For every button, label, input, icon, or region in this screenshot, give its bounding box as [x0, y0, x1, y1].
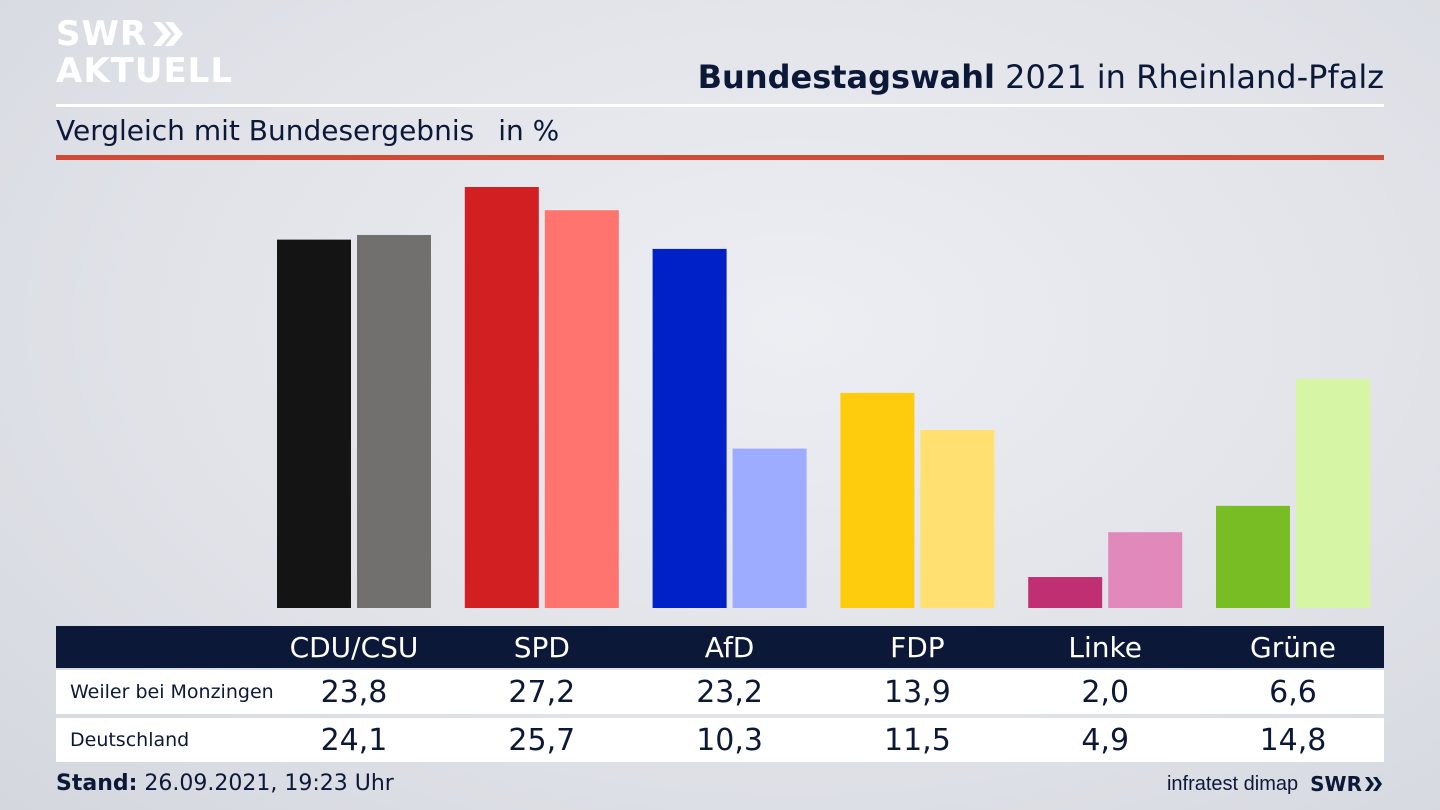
- accent-rule: [56, 155, 1384, 160]
- bar-chart: [277, 187, 1370, 609]
- double-chevron-icon: [151, 20, 185, 48]
- value-label: 14,8: [1259, 722, 1327, 758]
- timestamp: Stand: 26.09.2021, 19:23 Uhr: [56, 771, 394, 796]
- value-label: 6,6: [1269, 674, 1317, 710]
- unit-label: in %: [498, 114, 560, 147]
- header-divider: [56, 104, 1384, 107]
- bar-local-1: [464, 187, 539, 608]
- logo-text-aktuell: AKTUELL: [56, 51, 234, 91]
- results-table: CDU/CSU SPD AfD FDP Linke Grüne Weiler bei Mo…: [56, 626, 1384, 762]
- bar-national-1: [544, 210, 619, 608]
- value-label: 24,1: [320, 722, 388, 758]
- category-label: Linke: [1068, 630, 1142, 664]
- footer-credits: infratest dimap SWR: [1167, 772, 1384, 796]
- table-row: Deutschland 24,1 25,7 10,3 11,5 4,9 14,8: [56, 718, 1384, 762]
- value-label: 10,3: [696, 722, 763, 758]
- source-label: infratest dimap: [1166, 772, 1299, 795]
- stand-label: Stand:: [56, 771, 138, 796]
- bar-local-2: [652, 248, 727, 609]
- value-label: 23,2: [696, 674, 763, 710]
- category-label: CDU/CSU: [289, 630, 419, 664]
- bar-national-5: [1296, 378, 1370, 608]
- bar-national-0: [357, 234, 431, 608]
- bar-local-4: [1028, 577, 1103, 608]
- value-label: 25,7: [508, 722, 576, 758]
- page-title: Bundestagswahl 2021 in Rheinland-Pfalz: [698, 58, 1384, 96]
- bar-national-4: [1108, 532, 1183, 608]
- value-label: 27,2: [508, 674, 576, 710]
- row-label-national: Deutschland: [70, 729, 190, 751]
- category-label: Grüne: [1250, 630, 1336, 664]
- stand-value: 26.09.2021, 19:23 Uhr: [144, 771, 394, 796]
- swr-footer-logo: SWR: [1310, 772, 1384, 796]
- bar-national-2: [732, 448, 807, 608]
- value-label: 2,0: [1081, 674, 1130, 710]
- value-label: 11,5: [883, 722, 951, 758]
- bar-local-0: [277, 239, 351, 608]
- subtitle-text: Vergleich mit Bundesergebnis: [56, 114, 475, 147]
- title-bold: Bundestagswahl: [697, 58, 995, 96]
- bar-national-3: [920, 430, 995, 608]
- value-label: 13,9: [883, 674, 951, 710]
- logo-text-swr: SWR: [56, 14, 148, 54]
- bar-local-3: [840, 392, 915, 608]
- chart-subtitle: Vergleich mit Bundesergebnis in %: [56, 114, 559, 147]
- title-rest: 2021 in Rheinland-Pfalz: [1005, 58, 1384, 96]
- swr-footer-text: SWR: [1310, 772, 1362, 796]
- category-label: SPD: [513, 630, 570, 664]
- bar-local-5: [1216, 505, 1290, 608]
- row-label-local: Weiler bei Monzingen: [70, 681, 274, 703]
- value-label: 4,9: [1081, 722, 1130, 758]
- swr-aktuell-logo: SWR AKTUELL: [56, 16, 233, 88]
- table-row: Weiler bei Monzingen 23,8 27,2 23,2 13,9 2,0…: [56, 670, 1384, 714]
- value-label: 23,8: [320, 674, 388, 710]
- category-label: FDP: [890, 630, 945, 664]
- table-header: CDU/CSU SPD AfD FDP Linke Grüne: [56, 626, 1384, 668]
- category-label: AfD: [704, 630, 755, 664]
